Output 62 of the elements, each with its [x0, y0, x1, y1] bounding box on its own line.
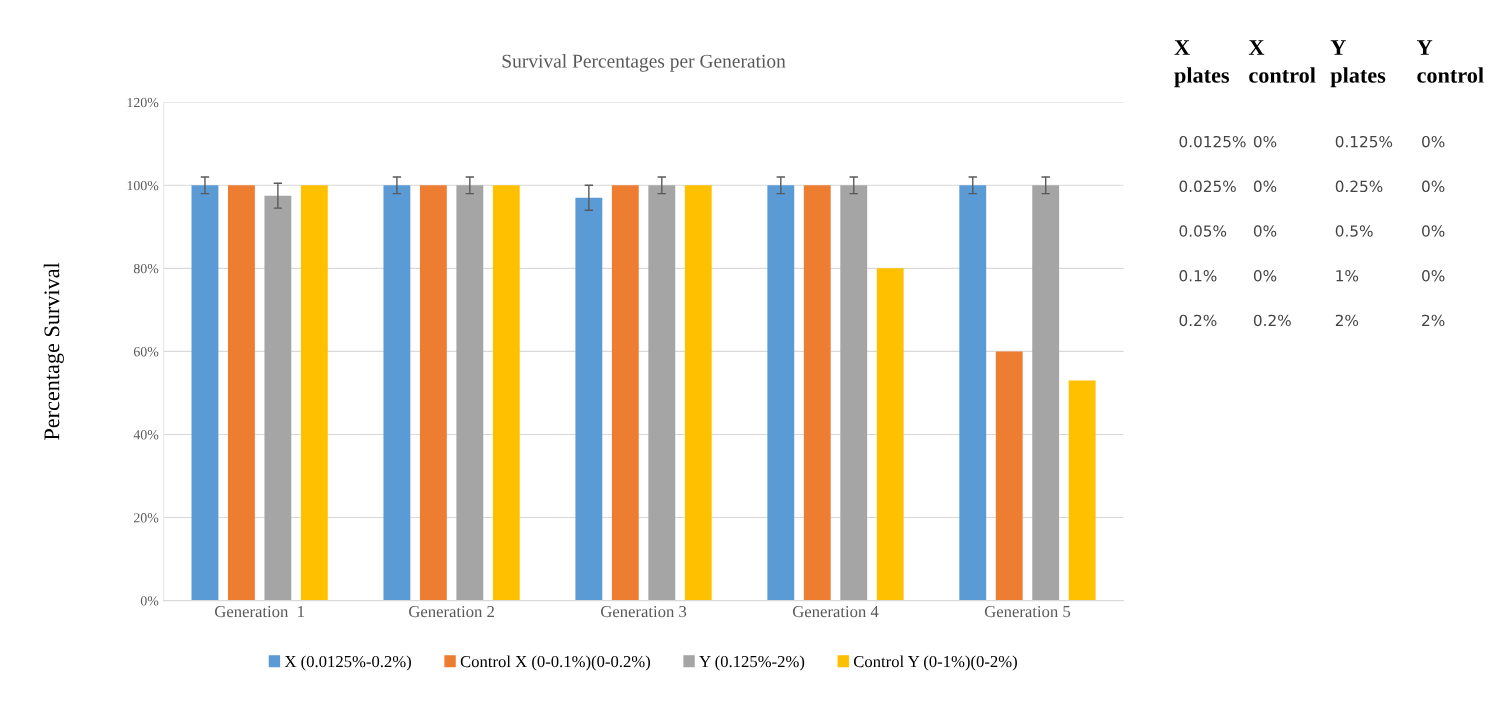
y-tick-label: 0%: [140, 596, 159, 606]
text: Y plates: [1330, 40, 1386, 88]
legend-label: Y (0.125%-2%): [699, 655, 805, 671]
text: 0.2%: [1179, 314, 1217, 327]
text: 0%: [1253, 269, 1277, 282]
text: 1%: [1336, 269, 1359, 282]
bar: [575, 197, 603, 601]
legend-label: Control Y (0-1%)(0-2%): [853, 655, 1017, 671]
bar: [648, 185, 676, 601]
y-tick-label: 120%: [127, 97, 159, 108]
bar: [995, 351, 1023, 601]
legend-label: X (0.0125%-0.2%): [284, 655, 411, 671]
text: 2%: [1422, 314, 1445, 327]
text: X plates: [1174, 40, 1230, 88]
chart-title: Survival Percentages per Generation: [502, 54, 786, 72]
text: 0%: [1253, 225, 1277, 237]
bar: [876, 268, 904, 601]
text: 0.25%: [1335, 180, 1383, 193]
text: 0%: [1422, 135, 1445, 148]
text: 0.1%: [1179, 269, 1217, 282]
text: 0.125%: [1335, 135, 1393, 148]
y-tick-label: 80%: [133, 263, 159, 274]
bar: [227, 185, 255, 601]
x-tick-label: Generation 1: [214, 605, 305, 618]
y-tick-label: 60%: [133, 347, 159, 357]
text: 0%: [1253, 180, 1277, 193]
bar: [419, 185, 447, 601]
bar: [456, 185, 484, 601]
text: 0.025%: [1179, 180, 1236, 193]
legend-label: Control X (0-0.1%)(0-0.2%): [460, 655, 651, 671]
text: 0.0125%: [1179, 135, 1246, 148]
bar: [684, 185, 712, 601]
x-tick-label: Generation 3: [600, 605, 687, 618]
bar: [264, 195, 292, 601]
text: 2%: [1335, 314, 1359, 327]
x-tick-label: Generation 5: [984, 605, 1071, 618]
text: 0.2%: [1253, 314, 1291, 327]
bar: [191, 185, 219, 601]
text: 0%: [1253, 135, 1277, 148]
bar: [383, 185, 411, 601]
bar: [840, 185, 868, 601]
y-tick-label: 20%: [133, 513, 159, 523]
bar: [1032, 185, 1060, 601]
text: 0%: [1422, 225, 1445, 237]
bar: [611, 185, 639, 601]
x-tick-label: Generation 2: [409, 605, 494, 618]
bar: [1068, 380, 1096, 601]
text: 0%: [1422, 180, 1445, 193]
text: 0%: [1422, 269, 1445, 282]
text: X control: [1248, 40, 1316, 83]
y-tick-label: 100%: [127, 180, 159, 191]
bar: [959, 185, 987, 601]
x-tick-label: Generation 4: [792, 605, 879, 618]
text: Y control: [1416, 40, 1484, 83]
bar: [300, 185, 328, 601]
bar: [803, 185, 831, 601]
bar: [492, 185, 520, 601]
bar: [767, 185, 795, 601]
text: 0.05%: [1179, 225, 1227, 237]
y-tick-label: 40%: [133, 430, 159, 440]
y-axis-title: Percentage Survival: [43, 262, 64, 440]
text: 0.5%: [1335, 225, 1373, 237]
